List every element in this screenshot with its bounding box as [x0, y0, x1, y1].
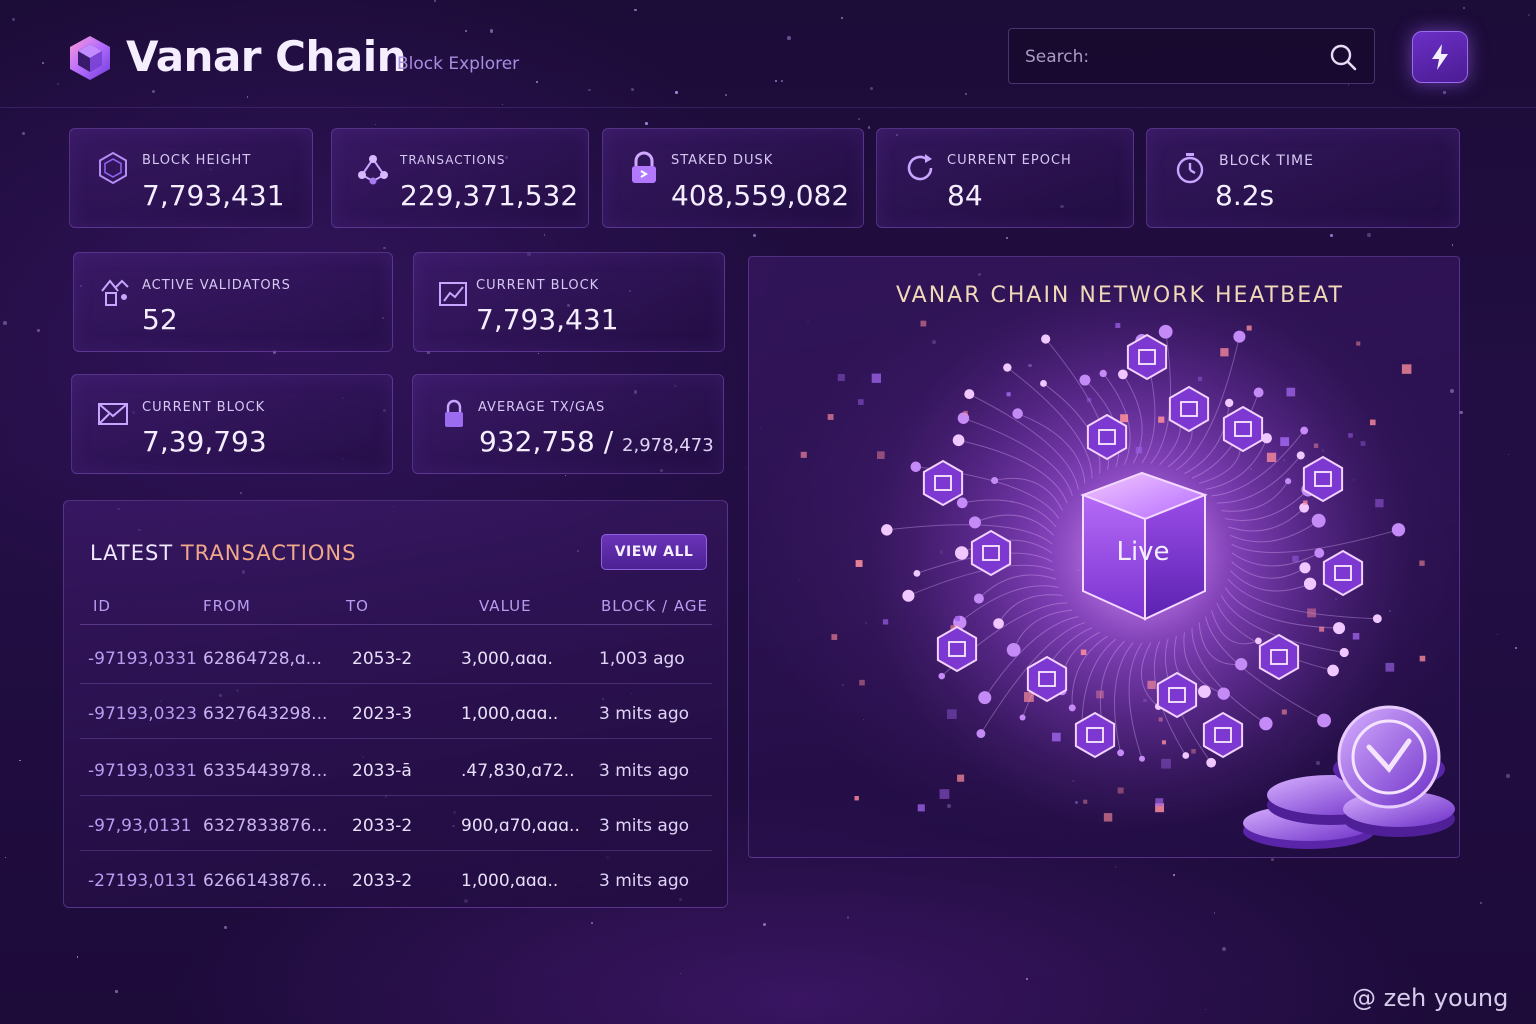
- stat-label: BLOCK HEIGHT: [142, 153, 252, 168]
- hexagon-icon: [99, 151, 127, 185]
- lightning-bolt-icon: [1432, 44, 1448, 70]
- tx-from[interactable]: 6327833876...: [203, 816, 328, 836]
- column-header-block-age[interactable]: BLOCK / AGE: [601, 597, 708, 615]
- network-graph: [800, 320, 1455, 849]
- view-all-button[interactable]: VIEW ALL: [601, 534, 707, 570]
- column-header-id[interactable]: ID: [93, 597, 111, 615]
- search-box[interactable]: [1008, 28, 1375, 84]
- stat-card-epoch[interactable]: CURRENT EPOCH 84: [876, 128, 1134, 228]
- lock-icon: [632, 151, 656, 183]
- stat-label: CURRENT EPOCH: [947, 153, 1072, 168]
- tx-from[interactable]: 6327643298...: [203, 704, 328, 724]
- column-header-value[interactable]: VALUE: [479, 597, 532, 615]
- stat-value: 7,793,431: [142, 179, 285, 212]
- stat-label: TRANSACTIONS: [400, 153, 506, 167]
- brand-title[interactable]: Vanar Chain: [126, 32, 407, 81]
- network-hex-nodes: [922, 333, 1364, 759]
- table-row[interactable]: -27193,0131 6266143876... 2033-2 1,000,ɑ…: [80, 851, 712, 906]
- tx-id[interactable]: -97193,0331: [88, 649, 197, 669]
- tx-to: 2053-2: [352, 649, 413, 669]
- table-row[interactable]: -97,93,0131 6327833876... 2033-2 900,ɑ70…: [80, 796, 712, 851]
- stat-card-transactions[interactable]: TRANSACTIONS 229,371,532: [331, 128, 589, 228]
- search-icon[interactable]: [1328, 42, 1358, 72]
- stat-card-staked[interactable]: STAKED DUSK 408,559,082: [602, 128, 864, 228]
- tx-value: 900,ɑ70,ɑɑɑ..: [461, 816, 580, 836]
- tx-from[interactable]: 6335443978...: [203, 761, 328, 781]
- stat-card-block-time[interactable]: BLOCK TIME 8.2s: [1146, 128, 1460, 228]
- tx-id[interactable]: -27193,0131: [88, 871, 197, 891]
- stat-value: 8.2s: [1215, 179, 1275, 212]
- live-cube[interactable]: [1080, 471, 1208, 621]
- timer-icon: [1176, 153, 1204, 184]
- tx-value: 1,000,ɑɑɑ..: [461, 704, 559, 724]
- heartbeat-title: VANAR CHAIN NETWORK HEATBEAT: [896, 283, 1344, 308]
- column-header-to[interactable]: TO: [346, 597, 369, 615]
- stat-label: CURRENT BLOCK: [476, 278, 600, 293]
- network-heartbeat-panel: VANAR CHAIN NETWORK HEATBEAT: [748, 256, 1460, 858]
- stat-card-block-height[interactable]: BLOCK HEIGHT 7,793,431: [69, 128, 313, 228]
- brand-subtitle: Block Explorer: [397, 54, 520, 74]
- live-label: Live: [1116, 537, 1170, 567]
- tx-age: 3 mits ago: [599, 704, 690, 724]
- stat-label: BLOCK TIME: [1219, 153, 1314, 169]
- chart-icon: [439, 282, 467, 306]
- stat-card-current-block[interactable]: CURRENT BLOCK 7,793,431: [413, 252, 725, 352]
- tx-to: 2023-3: [352, 704, 413, 724]
- transactions-title: LATEST TRANSACTIONS: [90, 541, 356, 565]
- tx-from[interactable]: 62864728,ɑ...: [203, 649, 322, 669]
- watermark: @ zeh young: [1352, 984, 1509, 1012]
- title-highlight: TRANSACTIONS: [180, 541, 357, 565]
- envelope-icon: [98, 403, 128, 425]
- lightning-button[interactable]: [1412, 31, 1468, 83]
- table-header: ID FROM TO VALUE BLOCK / AGE: [80, 593, 712, 625]
- stat-value: 932,758 / 2,978,473: [479, 425, 714, 458]
- latest-transactions-panel: LATEST TRANSACTIONS VIEW ALL ID FROM TO …: [63, 500, 728, 908]
- stat-value: 229,371,532: [400, 179, 579, 212]
- lock-icon: [445, 399, 463, 427]
- table-row[interactable]: -97193,0323 6327643298... 2023-3 1,000,ɑ…: [80, 684, 712, 739]
- tx-to: 2033-2: [352, 816, 413, 836]
- network-nodes-icon: [358, 155, 388, 185]
- table-row[interactable]: -97193,0331 62864728,ɑ... 2053-2 3,000,ɑ…: [80, 629, 712, 684]
- stat-label: ACTIVE VALIDATORS: [142, 278, 291, 293]
- stat-card-validators[interactable]: ACTIVE VALIDATORS 52: [73, 252, 393, 352]
- tx-age: 1,003 ago: [599, 649, 685, 669]
- tx-age: 3 mits ago: [599, 816, 690, 836]
- tx-id[interactable]: -97,93,0131: [88, 816, 192, 836]
- refresh-icon: [907, 154, 933, 181]
- stat-label: AVERAGE TX/GAS: [478, 400, 606, 415]
- stat-value: 408,559,082: [671, 179, 850, 212]
- stat-card-average-tx-gas[interactable]: AVERAGE TX/GAS 932,758 / 2,978,473: [412, 374, 724, 474]
- gas-separator: /: [594, 425, 623, 458]
- search-input[interactable]: [1025, 43, 1315, 71]
- tx-value: 1,000,ɑɑɑ..: [461, 871, 559, 891]
- stat-value: 7,39,793: [142, 425, 267, 458]
- coin-stack: [1243, 705, 1455, 849]
- tx-to: 2033-ā: [352, 761, 412, 781]
- table-row[interactable]: -97193,0331 6335443978... 2033-ā .47,830…: [80, 741, 712, 796]
- column-header-from[interactable]: FROM: [203, 597, 251, 615]
- tx-id[interactable]: -97193,0331: [88, 761, 197, 781]
- gas-value: 932,758: [479, 425, 595, 458]
- tx-age: 3 mits ago: [599, 761, 690, 781]
- title-part: LATEST: [90, 541, 181, 565]
- tx-to: 2033-2: [352, 871, 413, 891]
- tx-value: 3,000,ɑɑɑ.: [461, 649, 553, 669]
- stat-card-current-block-2[interactable]: CURRENT BLOCK 7,39,793: [71, 374, 393, 474]
- stat-label: STAKED DUSK: [671, 153, 774, 168]
- stat-value: 7,793,431: [476, 303, 619, 336]
- tx-value: .47,830,ɑ72..: [461, 761, 575, 781]
- gas-secondary-value: 2,978,473: [622, 435, 714, 456]
- tx-age: 3 mits ago: [599, 871, 690, 891]
- validators-icon: [101, 279, 129, 306]
- stat-label: CURRENT BLOCK: [142, 400, 266, 415]
- hexagon-cube-icon[interactable]: [66, 34, 114, 82]
- tx-id[interactable]: -97193,0323: [88, 704, 197, 724]
- stat-value: 84: [947, 179, 983, 212]
- tx-from[interactable]: 6266143876...: [203, 871, 328, 891]
- stat-value: 52: [142, 303, 178, 336]
- top-header: Vanar Chain Block Explorer: [0, 0, 1536, 108]
